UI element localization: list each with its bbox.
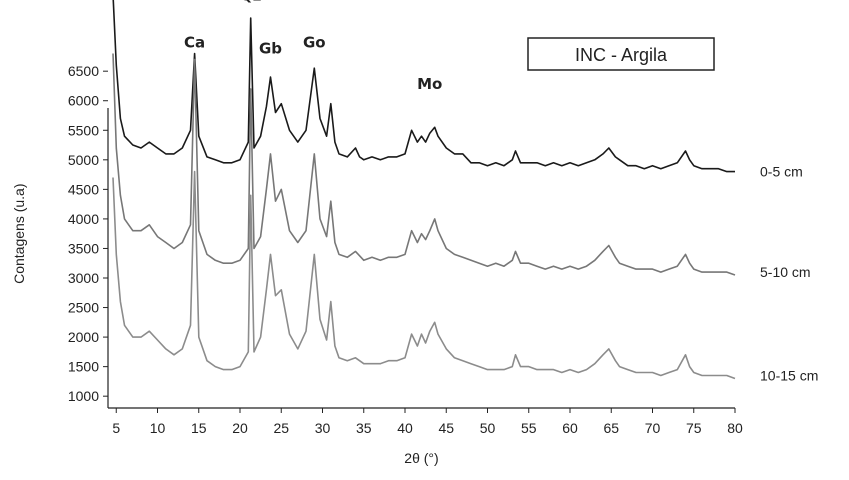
y-tick-label: 5500 <box>68 122 99 138</box>
y-tick-label: 1000 <box>68 388 99 404</box>
y-tick-label: 2000 <box>68 329 99 345</box>
peak-label: Qz <box>240 0 262 4</box>
x-tick-label: 45 <box>438 420 454 436</box>
x-tick-label: 75 <box>686 420 702 436</box>
x-tick-label: 65 <box>603 420 619 436</box>
x-tick-label: 5 <box>112 420 120 436</box>
x-tick-label: 80 <box>727 420 743 436</box>
series-label: 10-15 cm <box>760 368 818 384</box>
y-tick-label: 4000 <box>68 211 99 227</box>
x-tick-label: 70 <box>645 420 661 436</box>
x-tick-label: 35 <box>356 420 372 436</box>
series-layer <box>112 0 736 380</box>
series-line-5-10-cm <box>112 53 736 276</box>
x-tick-label: 60 <box>562 420 578 436</box>
axes: 5 10 15 20 25 30 35 40 45 50 55 60 65 70 75 80 1000 1500 2… <box>68 63 743 436</box>
x-tick-label: 15 <box>191 420 207 436</box>
x-tick-label: 40 <box>397 420 413 436</box>
x-tick-label: 50 <box>480 420 496 436</box>
peak-label: Gb <box>259 39 282 57</box>
series-line-10-15-cm <box>112 170 736 380</box>
peak-labels: Ca Qz Gb Go Mo <box>184 0 442 93</box>
title-box: INC - Argila <box>527 37 715 71</box>
y-tick-label: 6000 <box>68 93 99 109</box>
x-tick-label: 30 <box>315 420 331 436</box>
series-labels: 0-5 cm 5-10 cm 10-15 cm <box>760 164 818 384</box>
peak-label: Ca <box>184 34 205 52</box>
series-line-0-5-cm <box>112 0 735 173</box>
y-tick-label: 3000 <box>68 270 99 286</box>
y-tick-label: 4500 <box>68 181 99 197</box>
peak-label: Mo <box>417 75 442 93</box>
y-tick-label: 2500 <box>68 300 99 316</box>
y-tick-label: 3500 <box>68 240 99 256</box>
chart-title: INC - Argila <box>575 45 668 65</box>
x-tick-label: 55 <box>521 420 537 436</box>
y-axis-title: Contagens (u.a) <box>11 183 27 283</box>
y-tick-label: 1500 <box>68 359 99 375</box>
x-axis-title: 2θ (°) <box>404 450 438 466</box>
y-tick-label: 6500 <box>68 63 99 79</box>
x-tick-label: 20 <box>232 420 248 436</box>
series-label: 0-5 cm <box>760 164 803 180</box>
title-box-frame <box>527 37 715 71</box>
series-label: 5-10 cm <box>760 264 811 280</box>
peak-label: Go <box>303 34 326 52</box>
x-tick-label: 10 <box>150 420 166 436</box>
x-tick-label: 25 <box>273 420 289 436</box>
y-tick-label: 5000 <box>68 152 99 168</box>
